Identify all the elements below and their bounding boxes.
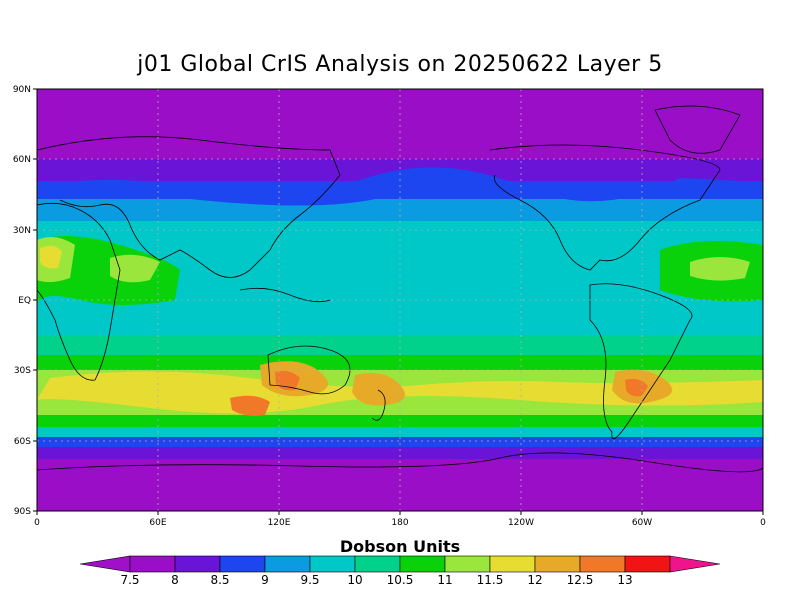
colorbar-high-extend <box>669 555 721 573</box>
colorbar-box-6 <box>399 555 446 573</box>
colorbar-label-8: 11.5 <box>477 573 504 587</box>
saharan-high <box>40 245 62 269</box>
australia-coast <box>267 345 351 395</box>
colorbar: 7.5 8 8.5 9 9.5 10 10.5 11 11.5 12 12.5 13 <box>79 555 721 587</box>
lon-label-120e: 120E <box>268 518 291 528</box>
colorbar-box-5 <box>354 555 401 573</box>
colorbar-units-label: Dobson Units <box>339 537 461 556</box>
lat-label-90n: 90N <box>13 85 31 95</box>
gridlines <box>37 89 763 511</box>
colorbar-box-1 <box>174 555 221 573</box>
band-arctic <box>37 89 763 159</box>
colorbar-label-11: 13 <box>617 573 632 587</box>
colorbar-box-4 <box>309 555 356 573</box>
lat-label-90s: 90S <box>14 507 31 517</box>
tasman-orange <box>352 372 405 406</box>
lat-label-eq: EQ <box>18 296 31 306</box>
lat-label-60n: 60N <box>13 155 31 165</box>
indian-orange <box>230 395 270 416</box>
colorbar-label-4: 9.5 <box>300 573 319 587</box>
lat-label-60s: 60S <box>14 437 31 447</box>
lat-label-30n: 30N <box>13 226 31 236</box>
samerica-coast <box>589 283 693 440</box>
lon-label-120w: 120W <box>508 518 534 528</box>
band-15s <box>37 335 763 355</box>
colorbar-box-2 <box>219 555 266 573</box>
colorbar-label-6: 10.5 <box>387 573 414 587</box>
indonesia-coast <box>239 287 331 303</box>
antarctica-coast <box>37 452 763 473</box>
lon-label-60w: 60W <box>632 518 652 528</box>
colorbar-label-0: 7.5 <box>120 573 139 587</box>
greenland-coast <box>654 105 741 154</box>
band-60s <box>37 447 763 459</box>
lat-label-30s: 30S <box>14 366 31 376</box>
band-56s <box>37 437 763 447</box>
colorbar-box-8 <box>489 555 536 573</box>
colorbar-labels: 7.5 8 8.5 9 9.5 10 10.5 11 11.5 12 12.5 13 <box>120 573 632 587</box>
tick-marks <box>33 88 764 515</box>
lon-label-180: 180 <box>391 518 408 528</box>
colorbar-label-2: 8.5 <box>210 573 229 587</box>
colorbar-label-3: 9 <box>261 573 269 587</box>
lon-label-0: 0 <box>34 518 40 528</box>
nz-coast <box>371 389 386 421</box>
band-25s <box>37 355 763 370</box>
plot-title: j01 Global CrIS Analysis on 20250622 Lay… <box>137 52 663 77</box>
colorbar-boxes <box>129 555 671 573</box>
colorbar-box-7 <box>444 555 491 573</box>
namerica-coast <box>489 144 721 271</box>
lon-label-60e: 60E <box>149 518 166 528</box>
colorbar-box-9 <box>534 555 581 573</box>
coastlines <box>37 105 763 473</box>
colorbar-label-1: 8 <box>171 573 179 587</box>
colorbar-label-5: 10 <box>347 573 362 587</box>
arabia-green <box>110 254 160 283</box>
colorbar-label-10: 12.5 <box>567 573 594 587</box>
eurasia-coast <box>37 136 341 278</box>
australia-red <box>275 370 300 391</box>
colorbar-box-3 <box>264 555 311 573</box>
colorbar-box-11 <box>624 555 671 573</box>
colorbar-box-10 <box>579 555 626 573</box>
lon-label-0-right: 0 <box>760 518 766 528</box>
atlantic-yellow <box>690 257 750 281</box>
colorbar-label-9: 12 <box>527 573 542 587</box>
colorbar-low-extend <box>79 555 131 573</box>
colorbar-box-0 <box>129 555 176 573</box>
africa-coast <box>37 202 121 381</box>
colorbar-label-7: 11 <box>437 573 452 587</box>
